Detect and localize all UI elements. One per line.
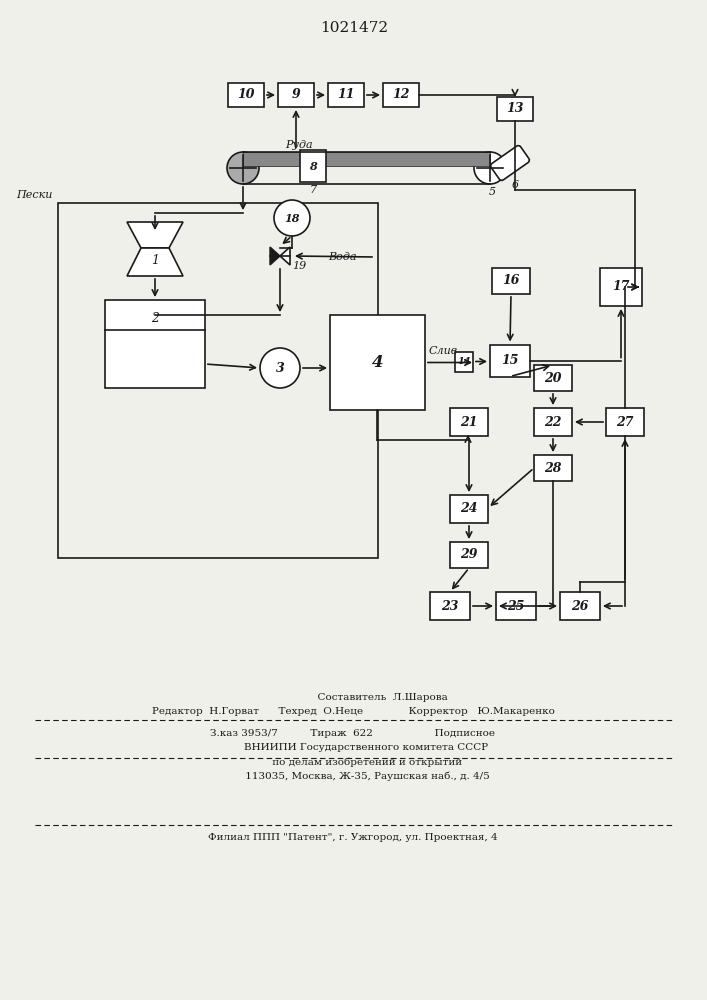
Text: 9: 9 [291,89,300,102]
Text: 16: 16 [502,274,520,288]
Text: 22: 22 [544,416,562,428]
Text: 113035, Москва, Ж-35, Раушская наб., д. 4/5: 113035, Москва, Ж-35, Раушская наб., д. … [216,771,490,781]
Text: 19: 19 [292,261,306,271]
Text: 21: 21 [460,416,478,428]
Text: Слив: Слив [429,347,458,357]
Bar [496,592,536,620]
Polygon shape [127,248,183,276]
Text: 5: 5 [489,187,496,197]
Text: 1: 1 [151,254,159,267]
Text: Пески: Пески [17,190,53,200]
Text: 10: 10 [238,89,255,102]
Text: 23: 23 [441,599,459,612]
Bar [560,592,600,620]
Circle shape [260,348,300,388]
Bar [534,455,572,481]
Bar [383,83,419,107]
Text: 8: 8 [309,160,317,172]
Text: Редактор  Н.Горват      Техред  О.Неце              Корректор   Ю.Макаренко: Редактор Н.Горват Техред О.Неце Корректо… [151,708,554,716]
Text: 12: 12 [392,89,410,102]
Bar [278,83,314,107]
Text: 13: 13 [506,103,524,115]
Text: 6: 6 [511,180,518,190]
Bar [492,268,530,294]
Text: Филиал ППП "Патент", г. Ужгород, ул. Проектная, 4: Филиал ППП "Патент", г. Ужгород, ул. Про… [208,834,498,842]
Bar [430,592,470,620]
Text: 20: 20 [544,371,562,384]
Text: 18: 18 [284,213,300,224]
Text: по делам изобретений и открытий: по делам изобретений и открытий [243,757,462,767]
Bar [330,315,425,410]
Text: 4: 4 [372,354,383,371]
Text: 27: 27 [617,416,633,428]
Text: Руда: Руда [285,140,312,150]
Bar [58,203,378,558]
Text: Вода: Вода [328,252,356,262]
Bar [228,83,264,107]
Bar [606,408,644,436]
Bar [105,300,205,388]
Bar [300,150,326,182]
Text: З.каз 3953/7          Тираж  622                   Подписное: З.каз 3953/7 Тираж 622 Подписное [211,730,496,738]
Text: 17: 17 [612,280,630,294]
Polygon shape [270,247,280,265]
Text: 3: 3 [276,361,284,374]
Circle shape [227,152,259,184]
Text: 15: 15 [501,354,519,367]
Text: 29: 29 [460,548,478,562]
Circle shape [474,152,506,184]
Bar [450,542,488,568]
Text: 7: 7 [310,185,317,195]
Text: 2: 2 [151,312,159,324]
Bar [450,408,488,436]
Text: 11: 11 [337,89,355,102]
Polygon shape [280,247,290,265]
Bar [534,408,572,436]
Bar [490,344,530,376]
FancyBboxPatch shape [491,145,530,181]
Bar [243,152,490,166]
Bar [328,83,364,107]
Text: ВНИИПИ Государственного комитета СССР: ВНИИПИ Государственного комитета СССР [218,744,488,752]
Text: 26: 26 [571,599,589,612]
Bar [600,268,642,306]
Text: Составитель  Л.Шарова: Составитель Л.Шарова [259,694,448,702]
Text: 28: 28 [544,462,562,475]
Bar [497,97,533,121]
Text: 25: 25 [507,599,525,612]
Bar [534,365,572,391]
Text: 1021472: 1021472 [320,21,388,35]
Bar [455,352,473,371]
Text: 24: 24 [460,502,478,516]
Polygon shape [127,222,183,248]
Circle shape [274,200,310,236]
Bar [450,495,488,523]
Text: 14: 14 [457,357,471,366]
